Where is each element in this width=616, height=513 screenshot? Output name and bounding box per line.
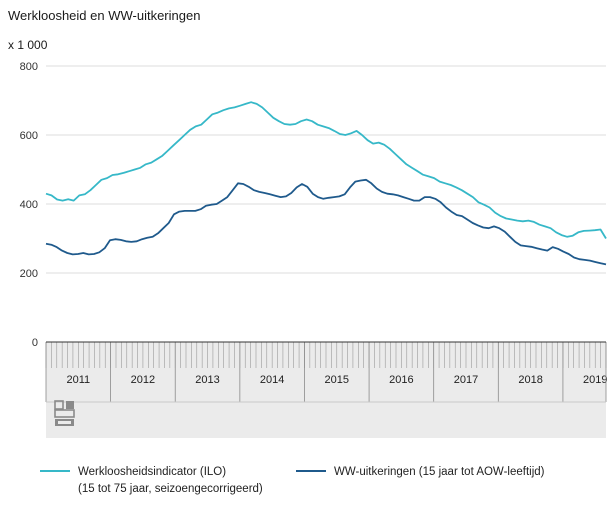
legend-label-ww: WW-uitkeringen (15 jaar tot AOW-leeftijd… bbox=[334, 466, 545, 478]
legend-text-ilo: Werkloosheidsindicator (ILO) (15 tot 75 … bbox=[78, 464, 263, 498]
y-tick-label: 400 bbox=[20, 199, 38, 211]
line-chart: 0 200 400 600 800 2011 2012 2013 2014 2015 2016 201… bbox=[20, 61, 607, 438]
legend-swatch-ww bbox=[296, 470, 326, 472]
x-year-label: 2018 bbox=[518, 374, 542, 386]
y-tick-label: 0 bbox=[32, 337, 38, 349]
x-year-label: 2015 bbox=[325, 374, 349, 386]
x-year-label: 2014 bbox=[260, 374, 284, 386]
legend-label-ilo: Werkloosheidsindicator (ILO) bbox=[78, 466, 227, 478]
y-tick-label: 800 bbox=[20, 61, 38, 73]
series-line-ilo bbox=[45, 101, 607, 239]
series-line-ww bbox=[45, 178, 607, 266]
legend-item-ww: WW-uitkeringen (15 jaar tot AOW-leeftijd… bbox=[296, 464, 544, 481]
x-year-label: 2019 bbox=[583, 374, 607, 386]
x-year-label: 2013 bbox=[195, 374, 219, 386]
x-year-label: 2017 bbox=[454, 374, 478, 386]
x-year-label: 2012 bbox=[131, 374, 155, 386]
legend-item-ilo: Werkloosheidsindicator (ILO) (15 tot 75 … bbox=[40, 464, 263, 498]
x-year-label: 2011 bbox=[66, 374, 90, 386]
legend-sublabel-ilo: (15 tot 75 jaar, seizoengecorrigeerd) bbox=[78, 483, 263, 495]
chart-title: Werkloosheid en WW-uitkeringen bbox=[8, 8, 201, 23]
y-tick-label: 600 bbox=[20, 130, 38, 142]
legend-text-ww: WW-uitkeringen (15 jaar tot AOW-leeftijd… bbox=[334, 464, 544, 481]
x-year-label: 2016 bbox=[389, 374, 413, 386]
y-tick-label: 200 bbox=[20, 268, 38, 280]
y-unit-label: x 1 000 bbox=[8, 38, 48, 52]
legend-swatch-ilo bbox=[40, 470, 70, 472]
cbs-logo-icon bbox=[54, 400, 75, 426]
